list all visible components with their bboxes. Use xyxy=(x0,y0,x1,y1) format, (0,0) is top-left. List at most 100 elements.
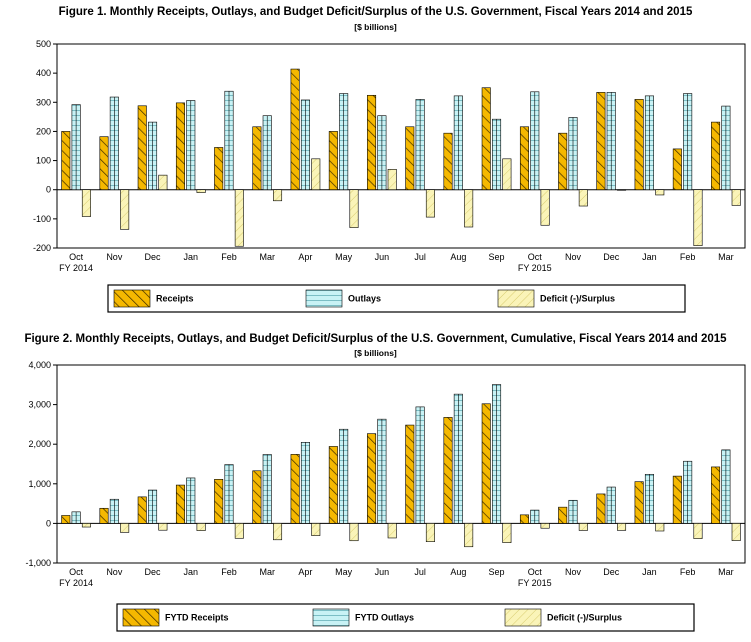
deficit-bar xyxy=(425,523,435,542)
deficit-bar xyxy=(196,189,206,193)
legend-receipts-swatch xyxy=(122,608,160,627)
receipts-bar xyxy=(558,132,568,191)
deficit-bar xyxy=(349,189,359,228)
receipts-bar xyxy=(61,131,71,191)
x-tick-label: Nov xyxy=(565,567,582,577)
legend-receipts-label: FYTD Receipts xyxy=(165,613,229,623)
receipts-bar xyxy=(175,484,185,524)
deficit-bar xyxy=(387,523,397,539)
legend-deficit-swatch xyxy=(497,289,535,308)
x-tick-sublabel: FY 2015 xyxy=(518,578,552,588)
legend-box xyxy=(116,603,695,632)
x-tick-sublabel: FY 2014 xyxy=(59,263,93,273)
receipts-bar xyxy=(481,87,491,191)
y-tick-label: 200 xyxy=(36,126,51,136)
x-tick-label: Jan xyxy=(184,567,199,577)
deficit-bar xyxy=(578,523,588,531)
x-tick-label: Oct xyxy=(528,252,543,262)
figure2-title: Figure 2. Monthly Receipts, Outlays, and… xyxy=(24,333,727,345)
deficit-bar xyxy=(540,523,550,529)
deficit-bar xyxy=(273,523,283,541)
x-tick-label: Jan xyxy=(184,252,199,262)
deficit-bar xyxy=(196,523,206,531)
y-tick-label: 100 xyxy=(36,156,51,166)
x-tick-label: Mar xyxy=(259,567,275,577)
receipts-bar xyxy=(252,470,262,524)
deficit-bar xyxy=(617,189,627,191)
deficit-bar xyxy=(158,174,168,191)
deficit-bar xyxy=(387,169,397,191)
deficit-bar xyxy=(731,523,741,541)
deficit-bar xyxy=(655,523,665,532)
y-tick-label: -100 xyxy=(33,214,51,224)
deficit-bar xyxy=(234,189,244,247)
y-tick-label: 300 xyxy=(36,97,51,107)
y-tick-label: 2,000 xyxy=(28,439,51,449)
receipts-bar xyxy=(443,132,453,191)
receipts-bar xyxy=(328,446,338,524)
plot-frame xyxy=(56,364,746,564)
receipts-bar xyxy=(634,481,644,524)
figure1-subtitle: [$ billions] xyxy=(354,22,397,32)
x-tick-label: Oct xyxy=(528,567,543,577)
x-tick-label: May xyxy=(335,567,353,577)
x-tick-label: Feb xyxy=(680,567,696,577)
receipts-bar xyxy=(672,148,682,191)
x-tick-label: Dec xyxy=(145,567,162,577)
deficit-bar xyxy=(349,523,359,542)
receipts-bar xyxy=(405,424,415,524)
y-tick-label: 3,000 xyxy=(28,400,51,410)
y-tick-label: 400 xyxy=(36,68,51,78)
x-tick-label: Jul xyxy=(414,252,426,262)
x-tick-label: Feb xyxy=(221,567,237,577)
deficit-bar xyxy=(273,189,283,202)
x-tick-label: Dec xyxy=(145,252,162,262)
x-tick-label: Mar xyxy=(718,567,734,577)
receipts-bar xyxy=(711,466,721,524)
deficit-bar xyxy=(502,523,512,543)
legend-receipts-label: Receipts xyxy=(156,294,194,304)
x-tick-label: May xyxy=(335,252,353,262)
legend-outlays-label: Outlays xyxy=(348,294,381,304)
x-tick-label: Jun xyxy=(375,252,390,262)
x-tick-label: Feb xyxy=(221,252,237,262)
y-tick-label: 0 xyxy=(46,185,51,195)
x-tick-label: Oct xyxy=(69,567,84,577)
receipts-bar xyxy=(519,514,529,524)
x-tick-label: Apr xyxy=(298,567,312,577)
deficit-bar xyxy=(655,189,665,196)
deficit-bar xyxy=(120,189,130,230)
x-tick-label: Jan xyxy=(642,567,657,577)
legend-deficit-label: Deficit (-)/Surplus xyxy=(540,294,615,304)
y-tick-label: 1,000 xyxy=(28,479,51,489)
legend-receipts-swatch xyxy=(113,289,151,308)
deficit-bar xyxy=(693,523,703,539)
x-tick-label: Feb xyxy=(680,252,696,262)
deficit-bar xyxy=(693,189,703,246)
receipts-bar xyxy=(137,105,147,191)
receipts-bar xyxy=(99,507,109,524)
receipts-bar xyxy=(137,496,147,524)
x-tick-label: Oct xyxy=(69,252,84,262)
x-tick-label: Nov xyxy=(106,252,123,262)
deficit-bar xyxy=(81,189,91,217)
deficit-bar xyxy=(731,189,741,206)
deficit-bar xyxy=(81,523,91,528)
x-tick-label: Dec xyxy=(603,252,620,262)
x-tick-label: Mar xyxy=(718,252,734,262)
x-tick-sublabel: FY 2015 xyxy=(518,263,552,273)
deficit-bar xyxy=(234,523,244,539)
plot-frame xyxy=(56,43,746,249)
receipts-bar xyxy=(328,131,338,191)
receipts-bar xyxy=(252,126,262,191)
figure1-title: Figure 1. Monthly Receipts, Outlays, and… xyxy=(58,6,693,18)
deficit-bar xyxy=(311,158,321,191)
y-tick-label: 4,000 xyxy=(28,360,51,370)
deficit-bar xyxy=(464,189,474,228)
deficit-bar xyxy=(464,523,474,548)
receipts-bar xyxy=(367,94,377,191)
receipts-bar xyxy=(596,92,606,191)
x-tick-label: Aug xyxy=(450,567,466,577)
y-tick-label: -1,000 xyxy=(25,558,51,568)
